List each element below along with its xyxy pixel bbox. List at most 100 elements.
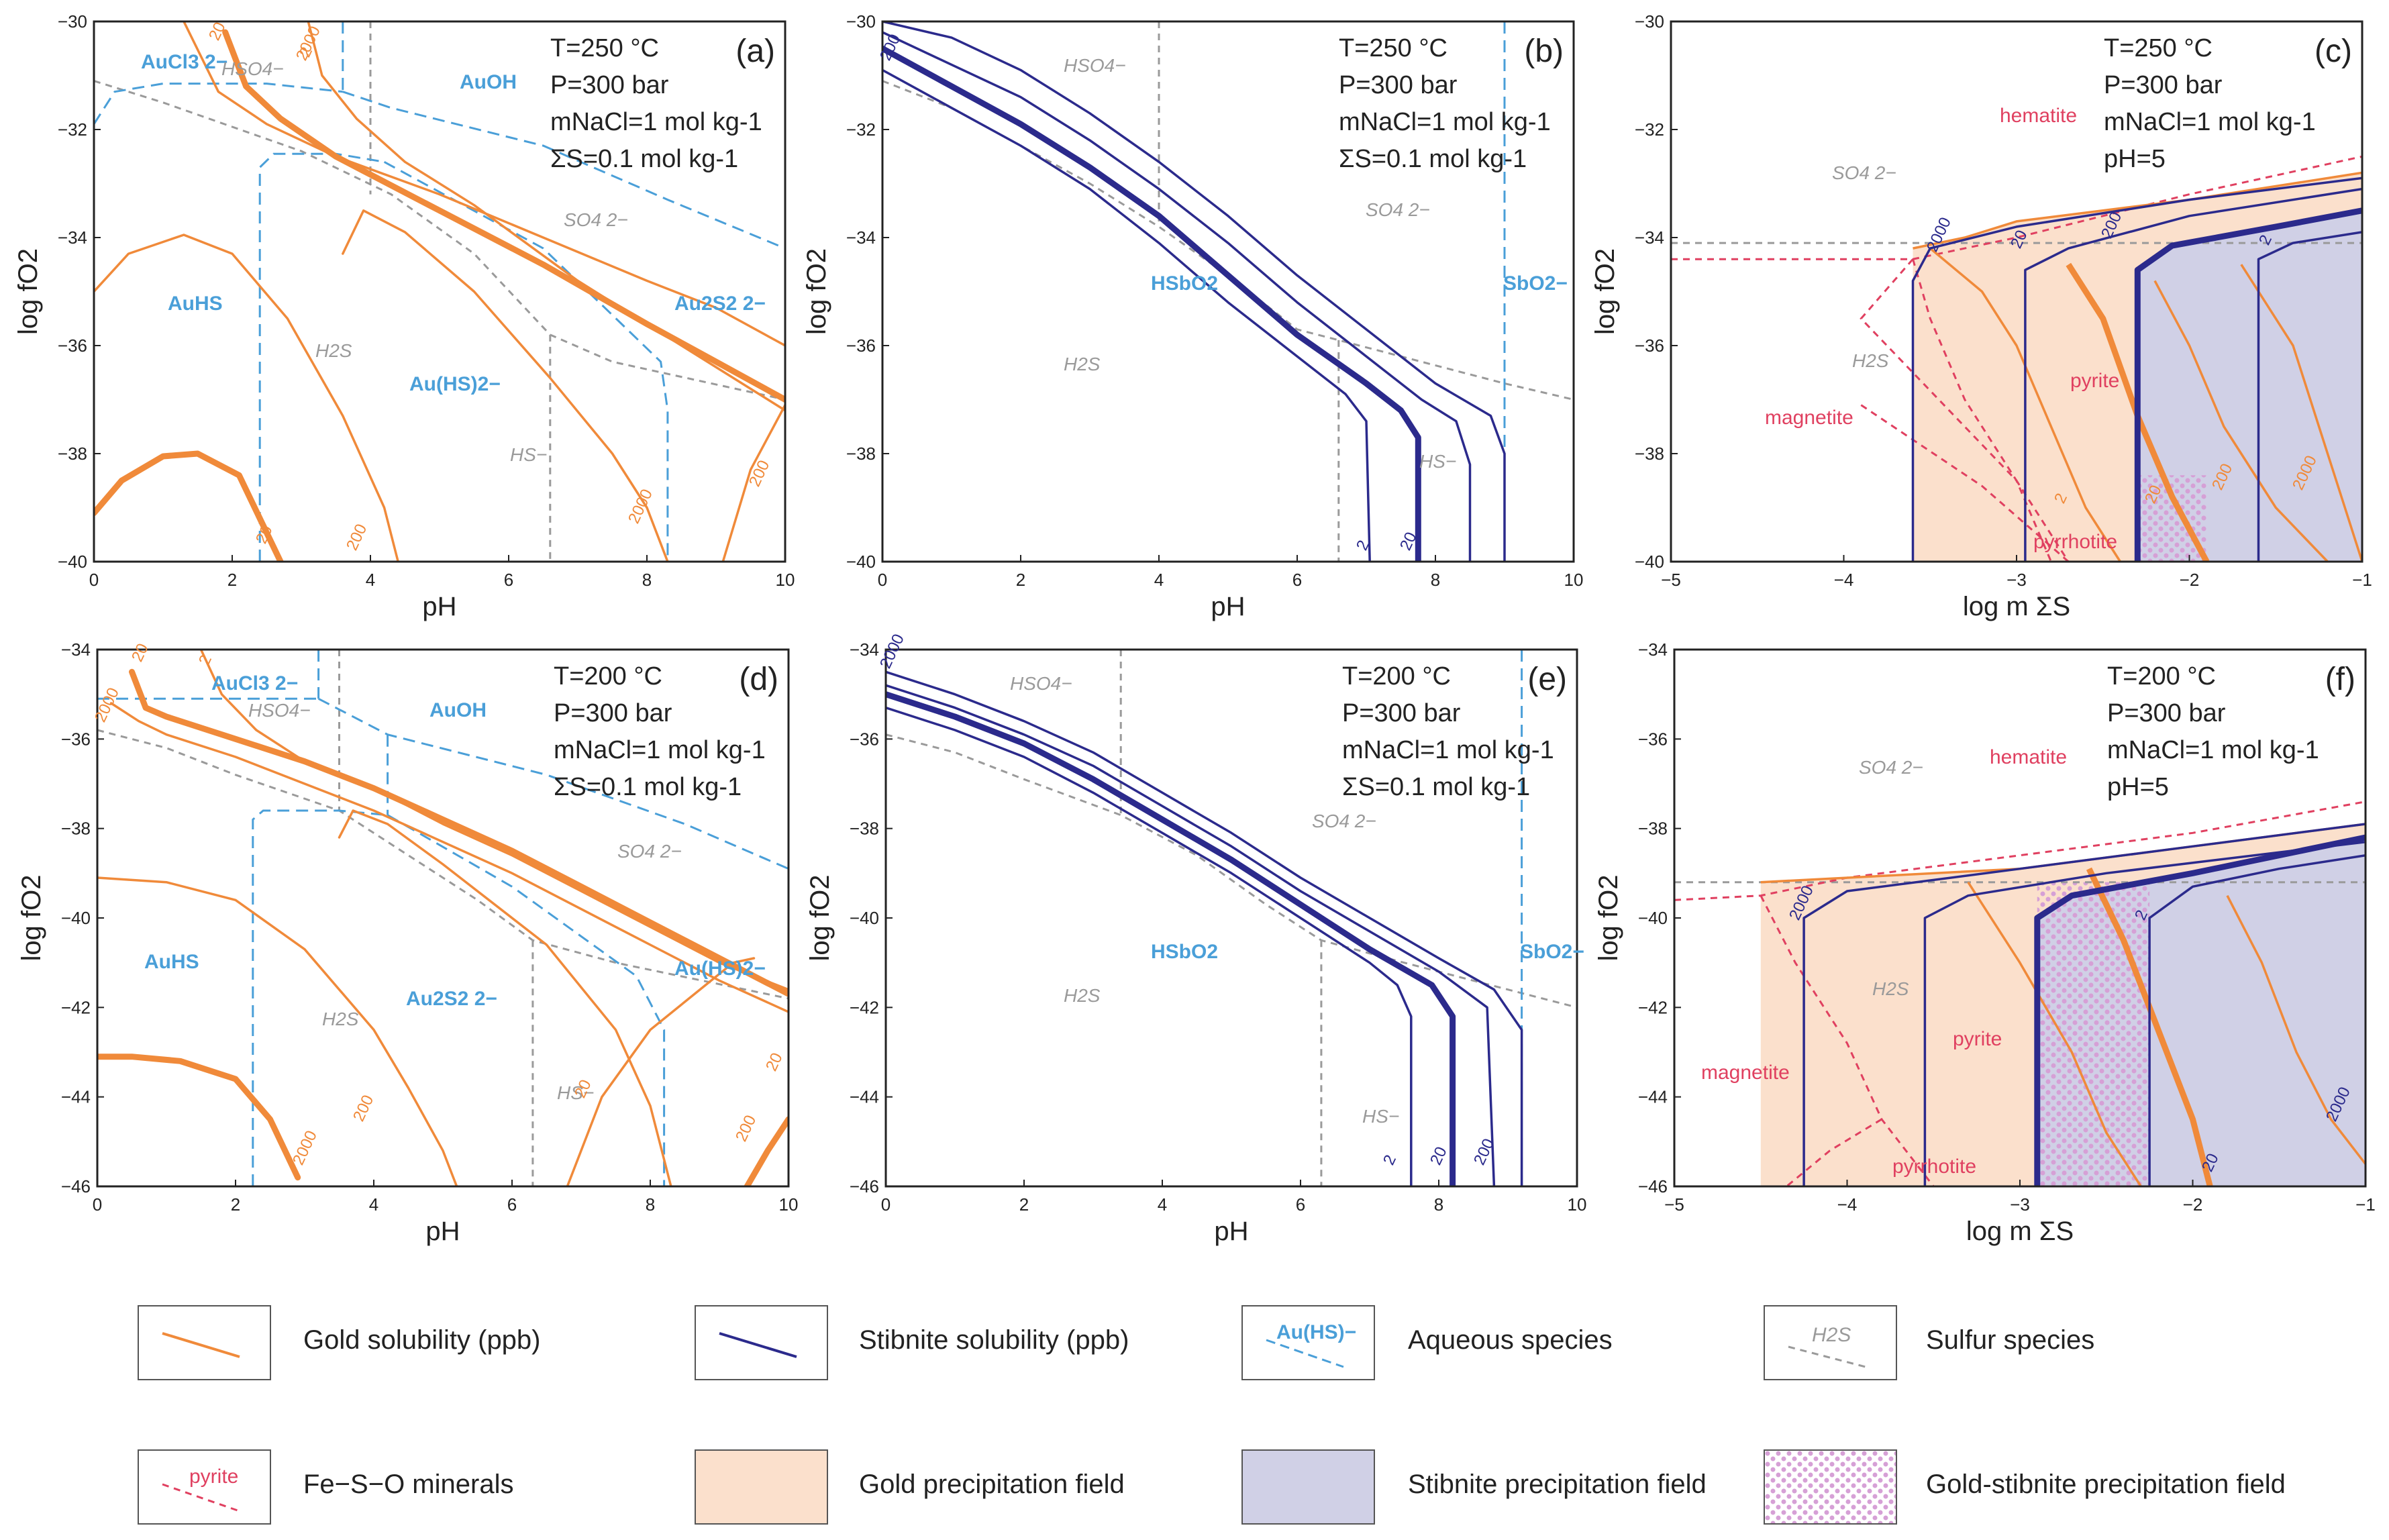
panel-label: (b) (1524, 34, 1564, 69)
condition-text: T=200 °C (554, 662, 662, 690)
svg-text:Au(HS)−: Au(HS)− (1276, 1321, 1356, 1343)
aqueous-species-label: HSbO2 (1151, 941, 1218, 963)
x-tick-label: −4 (1837, 1194, 1858, 1215)
condition-text: T=250 °C (2104, 34, 2213, 62)
sulfur-species-label: SO4 2− (1832, 162, 1896, 183)
condition-text: ΣS=0.1 mol kg-1 (1339, 145, 1527, 173)
plot-area (1674, 802, 2366, 1186)
x-tick-label: 0 (93, 1194, 102, 1215)
legend-label-stibnite: Stibnite solubility (ppb) (859, 1325, 1129, 1355)
sulfur-species-label: H2S (315, 340, 352, 361)
y-tick-label: −42 (1638, 997, 1668, 1017)
legend-sample-gold-field (695, 1449, 828, 1525)
gold-solubility-curve (308, 21, 785, 411)
y-tick-label: −38 (1635, 444, 1664, 464)
aqueous-species-label: AuOH (429, 699, 487, 721)
aqueous-species-label: HSbO2 (1151, 272, 1218, 295)
legend-sample-aqueous: Au(HS)− (1241, 1305, 1375, 1380)
gold-solubility-curve (97, 1057, 298, 1178)
sulfur-species-label: HSO4− (248, 700, 311, 721)
condition-text: mNaCl=1 mol kg-1 (550, 108, 762, 136)
contour-label: 20 (762, 1050, 786, 1074)
y-tick-label: −40 (846, 552, 876, 572)
y-tick-label: −42 (850, 997, 879, 1017)
y-axis-label: log fO2 (1590, 248, 1620, 335)
y-tick-label: −36 (61, 729, 91, 749)
contour-label: 20 (128, 641, 152, 665)
legend-label-stibnite-field: Stibnite precipitation field (1408, 1470, 1707, 1500)
condition-text: T=200 °C (1342, 662, 1451, 690)
y-tick-label: −40 (1635, 552, 1664, 572)
x-tick-label: 2 (1016, 570, 1025, 590)
x-tick-label: −4 (1834, 570, 1854, 590)
aqueous-species-label: SbO2− (1520, 941, 1584, 963)
x-tick-label: 6 (507, 1194, 517, 1215)
y-tick-label: −40 (58, 552, 87, 572)
aqueous-species-label: Au2S2 2− (674, 293, 766, 315)
svg-text:pyrite: pyrite (189, 1466, 238, 1488)
y-axis-label: log fO2 (13, 248, 43, 335)
y-tick-label: −34 (1635, 227, 1664, 248)
sulfur-species-label: SO4 2− (617, 841, 682, 862)
y-tick-label: −36 (58, 336, 87, 356)
x-tick-label: 8 (1434, 1194, 1443, 1215)
contour-label: 200 (343, 521, 370, 554)
x-tick-label: 2 (1019, 1194, 1029, 1215)
x-tick-label: 10 (779, 1194, 799, 1215)
x-tick-label: −5 (1661, 570, 1681, 590)
gold-solubility-curve (94, 235, 398, 562)
condition-text: T=250 °C (1339, 34, 1447, 62)
panel-label: (d) (739, 662, 778, 697)
condition-text: pH=5 (2104, 145, 2166, 173)
gold-solubility-curve (94, 454, 281, 562)
plot-area (97, 650, 789, 1186)
svg-text:H2S: H2S (1812, 1324, 1851, 1346)
legend-sample-mineral: pyrite (138, 1449, 271, 1525)
sulfur-species-label: HSO4− (1010, 673, 1072, 694)
gold-solubility-curve (343, 211, 668, 562)
x-tick-label: 10 (1564, 570, 1584, 590)
condition-text: mNaCl=1 mol kg-1 (1339, 108, 1551, 136)
condition-text: P=300 bar (2104, 71, 2223, 99)
condition-text: T=250 °C (550, 34, 659, 62)
x-tick-label: 8 (642, 570, 652, 590)
mineral-label: magnetite (1701, 1062, 1790, 1084)
y-tick-label: −34 (58, 227, 87, 248)
x-tick-label: −2 (2180, 570, 2200, 590)
x-axis-label: pH (422, 592, 456, 621)
legend-sample-overlap-field (1764, 1449, 1897, 1525)
sulfur-species-label: H2S (1064, 354, 1101, 374)
stibnite-solubility-curve (886, 708, 1411, 1186)
x-tick-label: −2 (2183, 1194, 2203, 1215)
contour-label: 2 (195, 652, 215, 668)
y-tick-label: −38 (846, 444, 876, 464)
legend-label-mineral: Fe−S−O minerals (303, 1470, 513, 1500)
sulfur-species-label: H2S (322, 1009, 359, 1029)
contour-label: 2000 (91, 685, 123, 725)
x-axis-label: log m ΣS (1963, 592, 2070, 621)
x-tick-label: 4 (1154, 570, 1164, 590)
y-tick-label: −30 (846, 11, 876, 32)
legend-sample-stibnite (695, 1305, 828, 1380)
y-tick-label: −36 (846, 336, 876, 356)
y-tick-label: −32 (846, 119, 876, 140)
condition-text: P=300 bar (2107, 699, 2226, 727)
condition-text: mNaCl=1 mol kg-1 (1342, 736, 1554, 764)
y-tick-label: −32 (1635, 119, 1664, 140)
panel-label: (f) (2325, 662, 2355, 697)
y-tick-label: −36 (1635, 336, 1664, 356)
y-tick-label: −40 (850, 908, 879, 928)
x-tick-label: 0 (881, 1194, 891, 1215)
y-tick-label: −38 (1638, 819, 1668, 839)
x-tick-label: 0 (878, 570, 887, 590)
contour-label: 2000 (289, 1128, 321, 1168)
mineral-label: magnetite (1765, 407, 1853, 429)
plot-area (882, 21, 1574, 562)
x-tick-label: −3 (2006, 570, 2027, 590)
x-tick-label: −5 (1664, 1194, 1684, 1215)
contour-label: 2000 (876, 631, 908, 672)
y-tick-label: −38 (61, 819, 91, 839)
sulfur-species-label: H2S (1872, 978, 1909, 999)
mineral-label: pyrite (2070, 370, 2119, 392)
x-tick-label: 10 (1568, 1194, 1587, 1215)
